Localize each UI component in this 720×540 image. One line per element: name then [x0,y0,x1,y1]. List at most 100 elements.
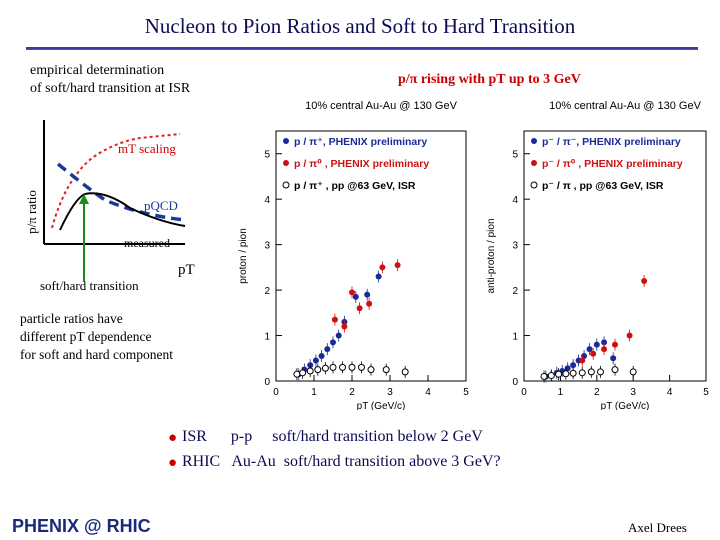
chart-1-xlabel: pT (GeV/c) [601,401,650,410]
chart-1-ytick-label: 5 [512,150,518,161]
chart-1-ylabel: anti-proton / pion [486,218,497,293]
mt-scaling-curve [51,133,181,229]
chart-0-ytick-label: 2 [264,286,270,297]
data-point [590,350,597,357]
particle-line-3: for soft and hard component [20,347,173,362]
legend-marker-0-1 [283,160,289,166]
chart-0-xtick-label: 4 [425,387,431,398]
transition-label: soft/hard transition [40,278,139,293]
chart-antiproton-pion: 10% central Au-Au @ 130 GeV 0 1 2 3 4 5 0 1 2 3 4 5 p… [486,100,709,410]
rising-caption: p/π rising with pT up to 3 GeV [398,72,581,87]
legend-marker-0-0 [283,138,289,144]
legend-entry-1-1: p⁻ / π⁰ , PHENIX preliminary [542,158,683,170]
chart-1-ytick-label: 0 [512,377,518,388]
data-point [641,278,648,284]
particle-ratio-note: particle ratios have different pT depend… [20,310,173,364]
data-point [401,368,409,376]
data-point [540,372,548,380]
data-point [569,369,577,377]
data-point [293,370,301,378]
chart-1-xtick-label: 0 [521,387,527,398]
data-point [314,366,322,374]
data-point [318,353,325,359]
chart-0-ytick-label: 5 [264,150,270,161]
chart-0-xtick-label: 3 [387,387,393,398]
chart-1-xtick-label: 2 [594,387,600,398]
data-point [586,346,593,353]
data-point [587,368,595,376]
data-point [375,273,382,280]
data-point [579,357,586,364]
chart-1-xtick-label: 4 [667,387,673,398]
data-point [629,368,637,376]
data-point [547,372,555,380]
data-point [312,357,319,364]
transition-arrowhead [79,194,89,204]
data-point [349,289,355,296]
chart-1-title: 10% central Au-Au @ 130 GeV [549,100,701,112]
data-point [339,363,346,371]
legend-marker-1-2 [530,181,538,189]
data-point [352,293,359,300]
bullet-1-text: ISR p-p soft/hard transition below 2 GeV [182,428,483,445]
chart-0-ytick-label: 0 [264,377,270,388]
measured-curve [59,192,186,231]
isr-sketch: p/π ratio mT scaling pQCD measured soft/… [24,120,195,293]
mt-scaling-label: mT scaling [118,141,176,156]
pqcd-curve [56,162,186,222]
particle-line-1: particle ratios have [20,311,123,326]
data-point [321,364,329,372]
chart-0-ytick-label: 1 [264,332,270,343]
data-point [306,367,314,375]
data-point [358,363,365,371]
title-divider [26,47,698,50]
data-point [335,332,342,339]
data-point [329,363,337,371]
chart-0-ytick-label: 3 [264,241,270,252]
chart-proton-pion: 10% central Au-Au @ 130 GeV 0 1 2 3 4 5 0 1 2 3 4 5 p… [238,100,469,410]
data-point [601,346,608,353]
data-point [379,264,386,271]
data-point [612,341,618,348]
sketch-ylabel: p/π ratio [24,190,39,234]
bullet-1-icon: ● [168,430,178,446]
phenix-rhic-logo: PHENIX @ RHIC [12,516,151,536]
chart-0-xtick-label: 5 [463,387,469,398]
chart-0-ylabel: proton / pion [238,228,249,284]
legend-marker-1-0 [531,138,537,144]
particle-line-2: different pT dependence [20,329,152,344]
data-point [578,369,586,377]
empirical-line-1: empirical determination [30,63,165,78]
chart-0-xtick-label: 1 [311,387,317,398]
data-point [562,370,570,378]
bullet-2-text: RHIC Au-Au soft/hard transition above 3 … [182,453,501,470]
chart-1-xtick-label: 1 [558,387,564,398]
data-point [331,316,338,323]
data-point [394,262,401,269]
pqcd-label: pQCD [144,198,178,213]
chart-1-xtick-label: 5 [703,387,709,398]
data-point [299,369,307,377]
legend-entry-0-0: p / π⁺, PHENIX preliminary [294,136,427,148]
chart-1-ytick-label: 4 [512,195,518,206]
data-point [348,363,356,371]
chart-0-title: 10% central Au-Au @ 130 GeV [305,100,457,112]
data-point [366,300,373,307]
chart-0-xlabel: pT (GeV/c) [357,401,406,410]
data-point [367,366,375,374]
sketch-xlabel: pT [178,262,195,278]
data-point [341,323,348,330]
data-point [610,355,617,362]
chart-0-xtick-label: 2 [349,387,355,398]
chart-0-xtick-label: 0 [273,387,279,398]
slide-title: Nucleon to Pion Ratios and Soft to Hard … [144,14,576,38]
legend-entry-0-1: p / π⁰ , PHENIX preliminary [294,158,429,170]
data-point [555,370,563,378]
chart-1-ytick-label: 3 [512,241,518,252]
legend-entry-0-2: p / π⁺ , pp @63 GeV, ISR [294,180,416,192]
data-point [601,339,608,346]
chart-1-ytick-label: 2 [512,286,518,297]
chart-1-xtick-label: 3 [630,387,636,398]
legend-marker-0-2 [282,181,290,189]
measured-label: measured [124,236,170,250]
